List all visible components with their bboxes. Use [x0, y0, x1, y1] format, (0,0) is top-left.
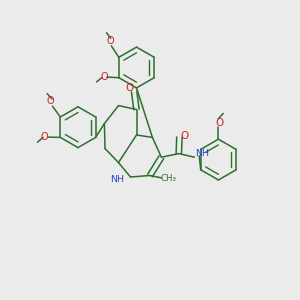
Text: NH: NH	[195, 149, 209, 158]
Text: O: O	[126, 83, 134, 93]
Text: O: O	[180, 130, 188, 141]
Text: CH₃: CH₃	[160, 174, 176, 183]
Text: O: O	[215, 118, 224, 128]
Text: O: O	[41, 132, 49, 142]
Text: O: O	[106, 36, 114, 46]
Text: NH: NH	[110, 176, 124, 184]
Text: O: O	[47, 96, 55, 106]
Text: O: O	[100, 72, 108, 82]
